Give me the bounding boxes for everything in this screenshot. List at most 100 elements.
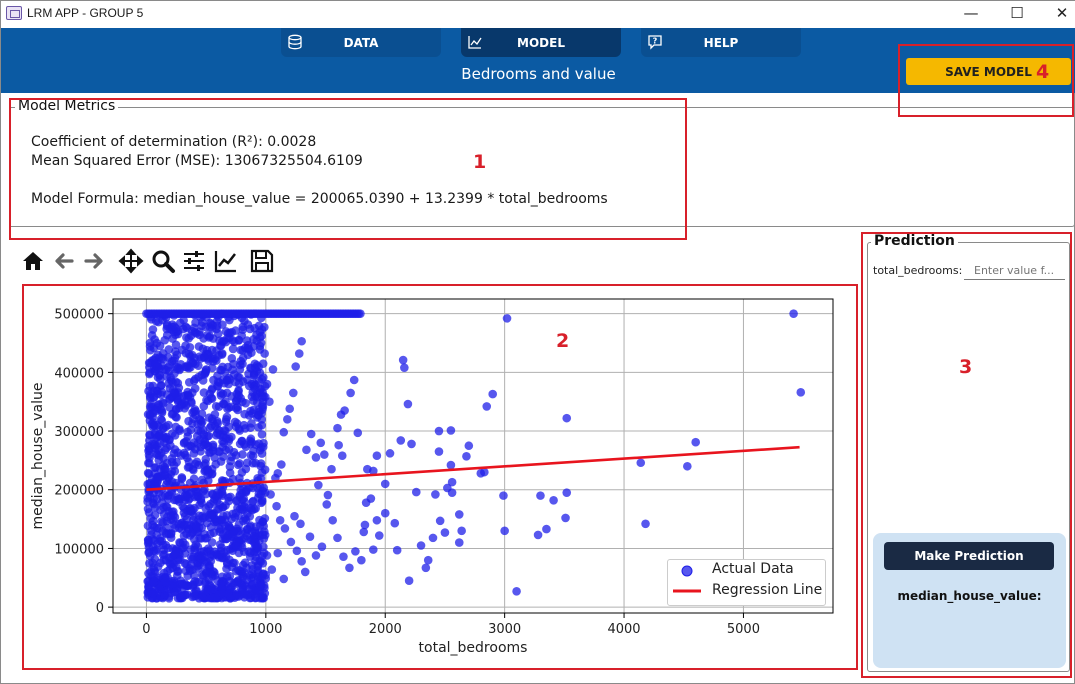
data-point: [233, 372, 243, 382]
data-point: [164, 420, 173, 430]
data-point: [561, 513, 570, 523]
data-point: [296, 519, 305, 529]
data-point: [368, 545, 378, 554]
data-point: [356, 309, 365, 318]
data-point: [385, 449, 395, 458]
maximize-button[interactable]: ☐: [1010, 4, 1024, 22]
data-point: [403, 399, 413, 409]
data-point: [353, 428, 363, 438]
data-point: [217, 588, 227, 598]
close-button[interactable]: ✕: [1055, 4, 1069, 22]
data-point: [191, 318, 200, 327]
data-point: [151, 463, 160, 472]
data-point: [176, 400, 186, 410]
annotation-box-3: [861, 232, 1072, 678]
tab-help[interactable]: ? HELP: [641, 28, 801, 57]
data-point: [235, 365, 245, 374]
data-point: [206, 586, 216, 595]
configure-subplots-icon[interactable]: [180, 247, 208, 275]
data-point: [476, 469, 486, 478]
tab-help-label: HELP: [703, 36, 739, 50]
tab-model[interactable]: MODEL: [461, 28, 621, 57]
data-point: [214, 523, 224, 533]
total-bedrooms-label: total_bedrooms:: [873, 264, 963, 277]
data-point: [187, 326, 197, 336]
data-point: [306, 429, 316, 439]
data-point: [257, 430, 267, 439]
minimize-button[interactable]: —: [963, 4, 979, 22]
data-point: [258, 402, 268, 412]
data-point: [488, 389, 498, 399]
app-header: DATA MODEL ? HELP Bedrooms and value SAV…: [1, 28, 1075, 93]
data-point: [272, 501, 281, 511]
data-point: [201, 459, 210, 468]
data-point: [258, 517, 267, 527]
data-point: [380, 479, 390, 489]
data-point: [245, 324, 255, 334]
annotation-label-3: 3: [959, 356, 973, 378]
data-point: [181, 566, 191, 576]
data-point: [796, 388, 806, 397]
data-point: [359, 527, 369, 537]
data-point: [237, 584, 246, 593]
data-point: [194, 511, 204, 520]
data-point: [236, 485, 246, 495]
data-point: [175, 538, 185, 548]
data-point: [411, 487, 421, 497]
data-point: [447, 488, 457, 497]
x-tick-label: 1000: [249, 622, 282, 637]
data-point: [216, 388, 226, 398]
tab-data[interactable]: DATA: [281, 28, 441, 57]
data-point: [691, 437, 700, 447]
data-point: [156, 558, 165, 568]
data-point: [213, 329, 223, 339]
data-point: [423, 555, 433, 565]
data-point: [512, 586, 521, 596]
data-point: [228, 474, 238, 484]
data-point: [207, 509, 216, 519]
data-point: [154, 584, 164, 594]
data-point: [435, 516, 445, 526]
regression-line: [146, 445, 800, 492]
data-point: [279, 574, 289, 584]
edit-axis-icon[interactable]: [212, 247, 240, 275]
app-icon: [6, 6, 22, 20]
data-point: [205, 553, 214, 562]
data-point: [148, 588, 158, 598]
data-point: [234, 534, 244, 544]
data-point: [242, 336, 252, 345]
data-point: [334, 440, 343, 450]
data-point: [145, 445, 154, 455]
data-point: [148, 520, 157, 530]
data-point: [258, 530, 268, 539]
data-point: [166, 515, 176, 524]
data-point: [180, 558, 190, 568]
data-point: [339, 552, 348, 561]
data-point: [160, 577, 170, 587]
data-point: [149, 499, 159, 509]
data-point: [349, 375, 359, 385]
x-tick-label: 0: [142, 622, 150, 637]
data-point: [199, 434, 208, 444]
zoom-icon[interactable]: [149, 247, 177, 275]
data-point: [302, 445, 311, 455]
total-bedrooms-input[interactable]: [964, 261, 1065, 280]
save-model-button[interactable]: SAVE MODEL: [906, 58, 1071, 85]
back-arrow-icon[interactable]: [50, 247, 78, 275]
home-icon[interactable]: [19, 247, 47, 275]
data-point: [248, 387, 258, 397]
make-prediction-button[interactable]: Make Prediction: [884, 542, 1054, 570]
data-point: [238, 560, 248, 570]
save-figure-icon[interactable]: [248, 247, 276, 275]
forward-arrow-icon[interactable]: [80, 247, 108, 275]
pan-icon[interactable]: [117, 247, 145, 275]
data-point: [163, 566, 172, 576]
annotation-box-4: [898, 44, 1074, 117]
data-point: [145, 363, 154, 372]
data-point: [201, 577, 210, 586]
data-point: [292, 546, 302, 556]
data-point: [172, 364, 182, 374]
data-point: [221, 501, 230, 510]
